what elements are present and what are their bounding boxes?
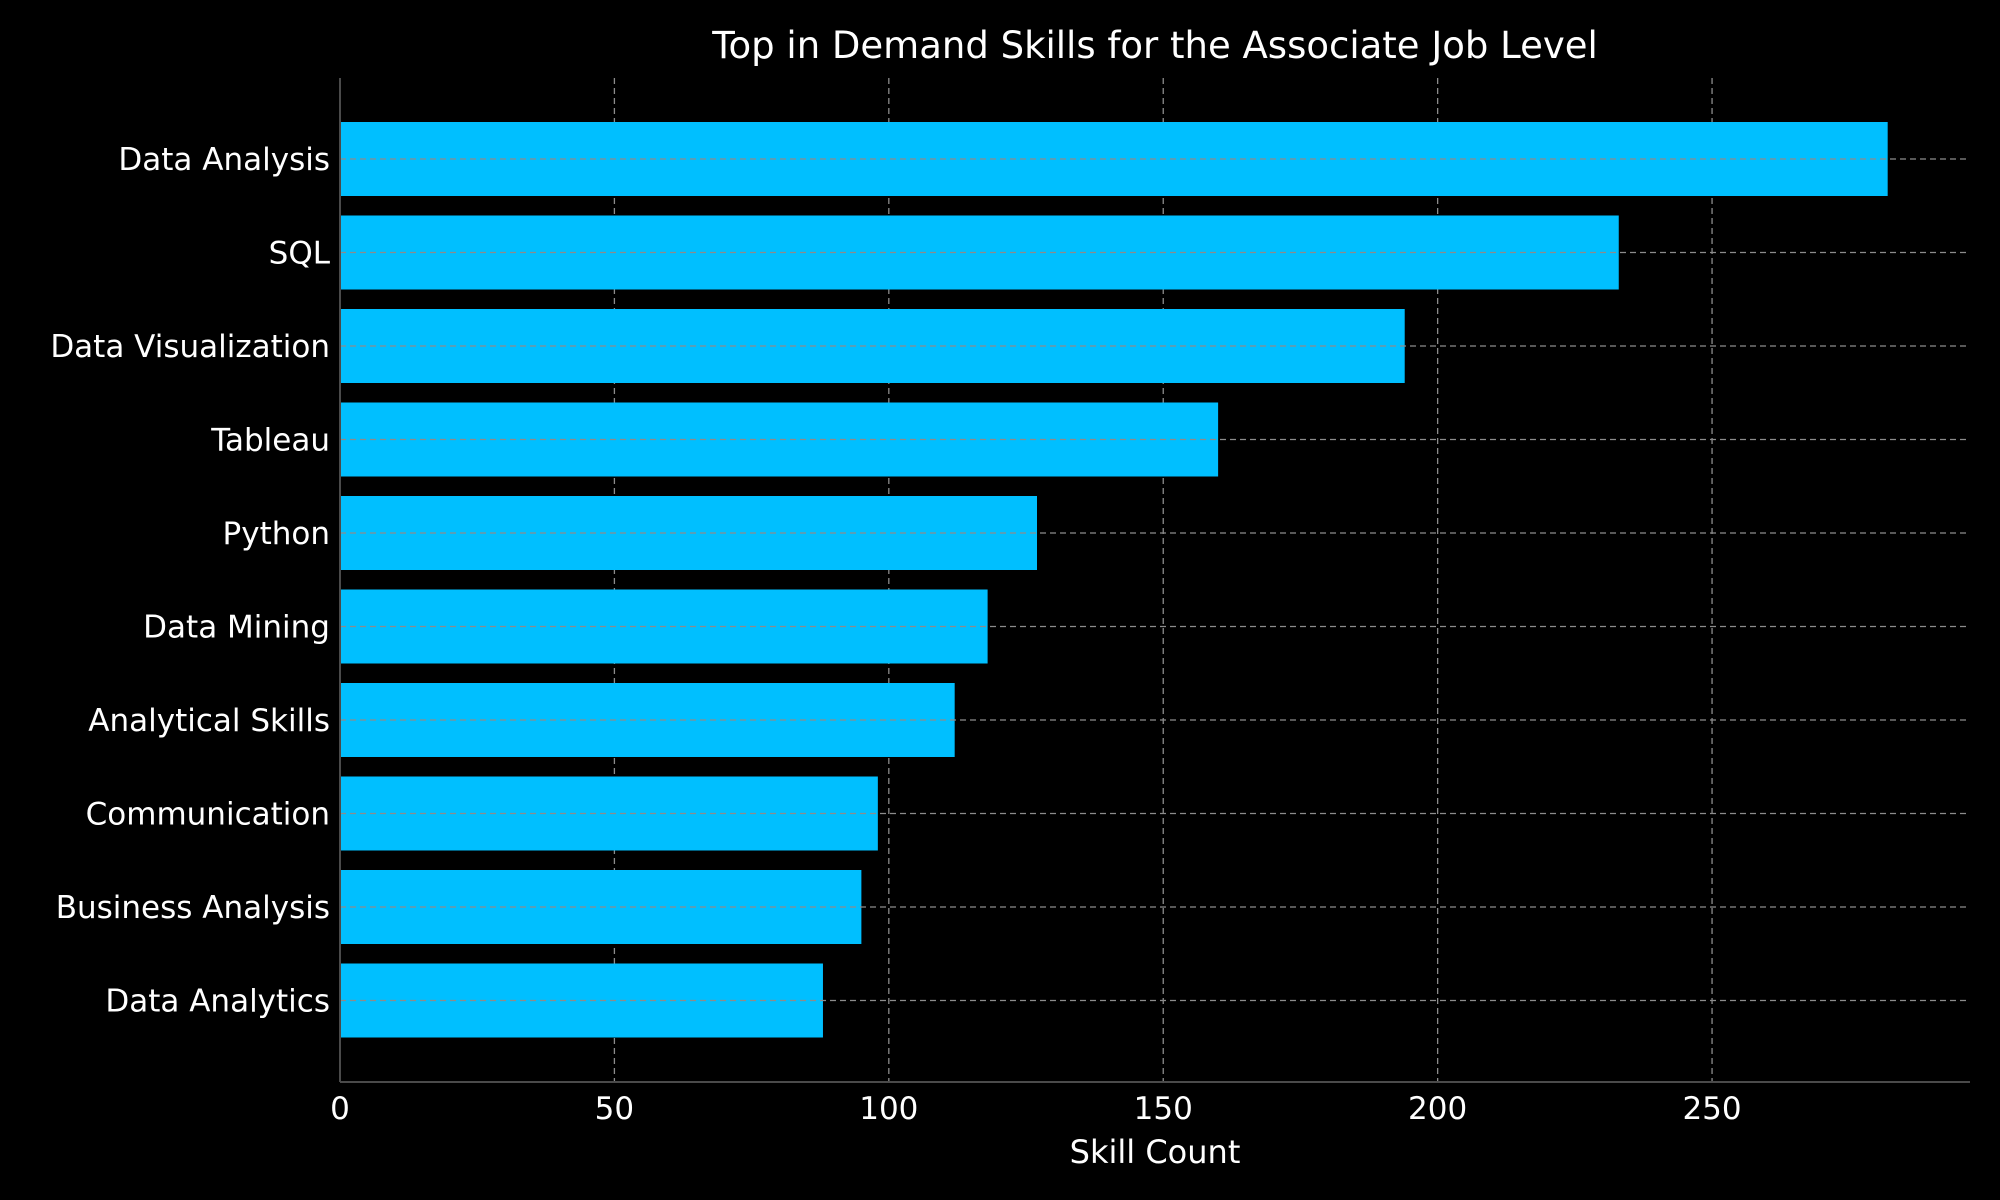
axes xyxy=(339,78,1970,1083)
x-tick-label: 250 xyxy=(1682,1091,1741,1127)
x-tick-label: 150 xyxy=(1134,1091,1193,1127)
category-label: Analytical Skills xyxy=(88,703,330,739)
category-label: Business Analysis xyxy=(56,890,330,926)
bar xyxy=(340,776,878,851)
x-tick-label: 200 xyxy=(1408,1091,1467,1127)
category-label: Data Mining xyxy=(143,610,330,646)
category-label: Tableau xyxy=(210,423,330,459)
x-tick-labels: 0 50 100 150 200 250 xyxy=(330,1091,1742,1127)
x-tick-label: 0 xyxy=(330,1091,350,1127)
category-label: Python xyxy=(223,516,330,552)
x-tick-label: 100 xyxy=(859,1091,918,1127)
bars xyxy=(340,122,1888,1038)
x-tick-label: 50 xyxy=(595,1091,634,1127)
category-label: Data Analysis xyxy=(118,142,330,178)
x-axis-title: Skill Count xyxy=(1070,1133,1241,1171)
category-label: Data Analytics xyxy=(105,984,330,1020)
category-label: Communication xyxy=(86,797,330,833)
chart-title: Top in Demand Skills for the Associate J… xyxy=(711,24,1598,67)
category-labels: Data Analysis SQL Data Visualization Tablea… xyxy=(50,142,330,1020)
category-label: SQL xyxy=(269,236,331,272)
category-label: Data Visualization xyxy=(50,329,330,365)
